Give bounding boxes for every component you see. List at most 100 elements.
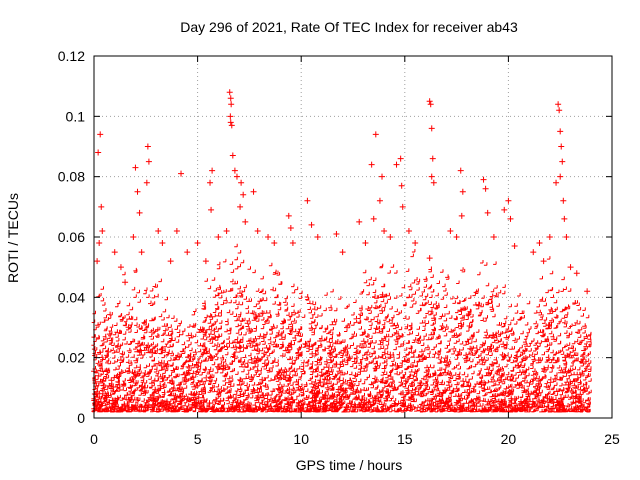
x-tick-labels: 0 5 10 15 20 25: [90, 431, 620, 447]
data-point: [314, 234, 321, 240]
data-point: [563, 234, 570, 240]
data-point: [117, 264, 124, 271]
data-point: [561, 215, 568, 222]
data-point: [546, 234, 553, 240]
data-point: [428, 125, 435, 132]
data-point: [555, 101, 562, 108]
data-point: [285, 212, 292, 219]
data-point: [426, 255, 433, 262]
data-point: [482, 185, 489, 192]
y-tick-label: 0.02: [58, 350, 85, 366]
x-tick-label: 10: [293, 431, 309, 447]
y-axis-label: ROTI / TECUs: [5, 193, 21, 283]
data-point: [240, 191, 247, 198]
data-point: [584, 288, 591, 295]
data-point: [559, 158, 566, 165]
data-point: [227, 113, 234, 120]
data-point: [429, 155, 436, 162]
data-point: [194, 240, 201, 247]
dense-point-cloud: [91, 243, 592, 413]
data-point: [111, 249, 118, 256]
data-point: [167, 258, 174, 265]
x-tick-label: 0: [90, 431, 98, 447]
data-points: [91, 89, 592, 413]
data-point: [381, 227, 388, 234]
data-point: [530, 249, 537, 256]
data-point: [178, 170, 185, 177]
data-point: [96, 240, 103, 247]
data-point: [208, 206, 215, 213]
data-point: [370, 215, 377, 222]
data-point: [215, 234, 222, 240]
data-point: [228, 122, 235, 129]
data-point: [271, 240, 278, 247]
data-point: [155, 227, 162, 234]
data-point: [132, 164, 139, 171]
data-point: [238, 179, 245, 186]
x-tick-label: 20: [501, 431, 517, 447]
data-point: [95, 149, 102, 156]
data-point: [501, 206, 508, 213]
data-point: [289, 240, 296, 247]
data-point: [393, 161, 400, 168]
data-point: [484, 209, 491, 216]
data-point: [458, 212, 465, 219]
data-point: [372, 131, 379, 138]
data-point: [159, 240, 166, 247]
data-point: [333, 230, 340, 237]
data-point: [457, 167, 464, 174]
data-point: [453, 234, 460, 240]
data-point: [250, 188, 257, 195]
data-point: [387, 234, 394, 240]
y-tick-label: 0: [77, 410, 85, 426]
data-point: [430, 179, 437, 186]
data-point: [226, 89, 233, 96]
data-point: [399, 203, 406, 210]
data-point: [138, 249, 145, 256]
data-point: [427, 101, 434, 108]
data-point: [362, 240, 369, 247]
y-tick-label: 0.12: [58, 48, 85, 64]
data-point: [287, 224, 294, 231]
axis-ticks: [93, 55, 613, 419]
data-point: [540, 258, 547, 265]
data-point: [184, 249, 191, 256]
data-point: [426, 98, 433, 105]
data-point: [428, 173, 435, 180]
data-point: [557, 173, 564, 180]
data-point: [405, 227, 412, 234]
x-tick-label: 5: [194, 431, 202, 447]
data-point: [553, 179, 560, 186]
data-point: [368, 161, 375, 168]
x-tick-label: 25: [604, 431, 620, 447]
data-point: [379, 173, 386, 180]
data-point: [97, 131, 104, 138]
y-tick-label: 0.08: [58, 169, 85, 185]
y-tick-label: 0.06: [58, 229, 85, 245]
data-point: [130, 234, 137, 240]
data-point: [134, 188, 141, 195]
data-point: [536, 240, 543, 247]
grid-lines: [94, 56, 612, 418]
data-point: [505, 197, 512, 204]
data-point: [573, 270, 580, 277]
data-point: [556, 107, 563, 114]
data-point: [202, 258, 209, 265]
data-point: [459, 188, 466, 195]
data-point: [242, 218, 249, 225]
data-point: [308, 221, 315, 228]
data-point: [207, 179, 214, 186]
data-point: [136, 209, 143, 216]
x-tick-label: 15: [397, 431, 413, 447]
data-point: [511, 243, 518, 250]
data-point: [227, 119, 234, 126]
data-point: [254, 227, 261, 234]
data-point: [567, 264, 574, 271]
data-point: [490, 234, 497, 240]
data-point: [397, 155, 404, 162]
data-point: [560, 197, 567, 204]
data-point: [265, 234, 272, 240]
data-point: [356, 218, 363, 225]
data-point: [507, 215, 514, 222]
